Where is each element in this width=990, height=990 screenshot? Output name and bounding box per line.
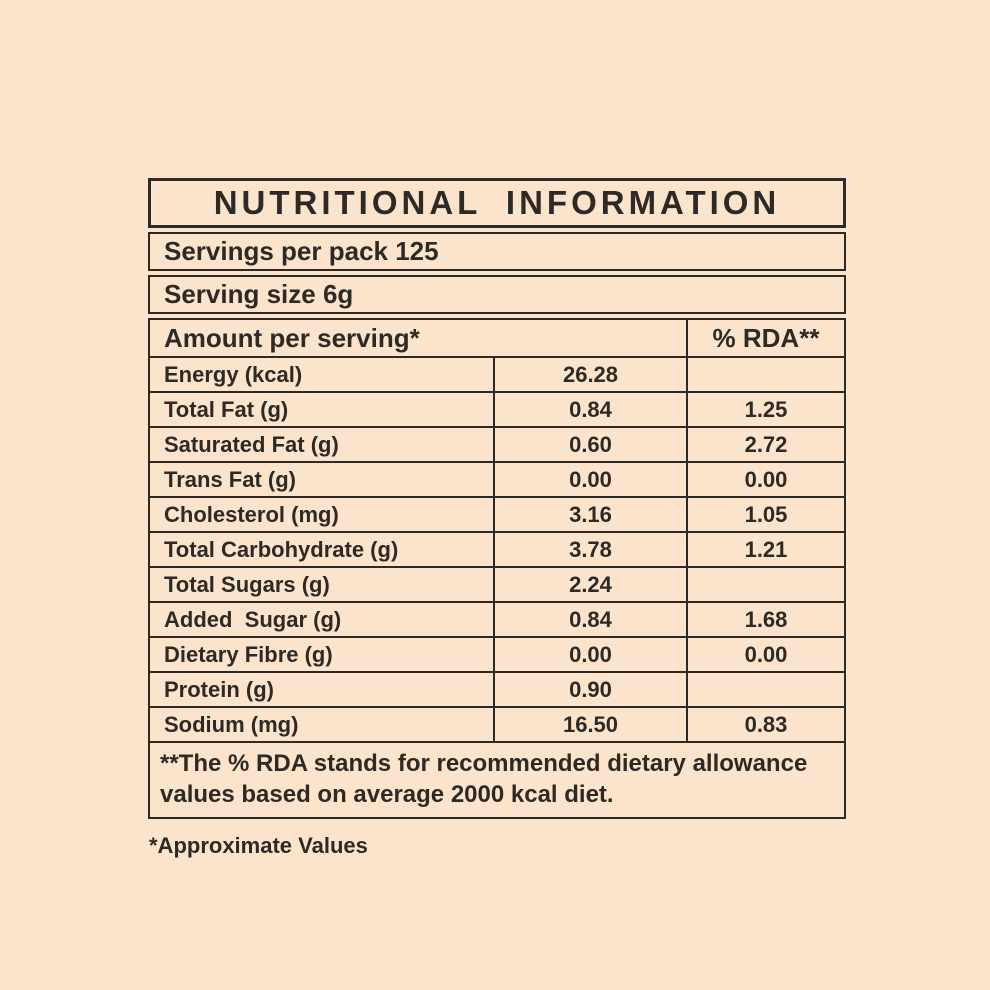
- nutrient-name: Trans Fat (g): [150, 463, 495, 496]
- nutrient-rda: 2.72: [744, 431, 788, 457]
- rda-header: % RDA**: [712, 322, 820, 353]
- nutrient-row: Cholesterol (mg) 3.16 1.05: [150, 496, 844, 531]
- nutrient-name: Saturated Fat (g): [150, 428, 495, 461]
- nutrient-row: Total Sugars (g) 2.24: [150, 566, 844, 601]
- nutrient-name: Cholesterol (mg): [150, 498, 495, 531]
- nutrient-row: Saturated Fat (g) 0.60 2.72: [150, 426, 844, 461]
- nutrient-rda: 1.68: [744, 606, 788, 632]
- nutrient-name: Total Sugars (g): [150, 568, 495, 601]
- serving-size-row: Serving size 6g: [148, 275, 846, 314]
- nutrient-rda: 0.00: [744, 466, 788, 492]
- nutrient-row: Sodium (mg) 16.50 0.83: [150, 706, 844, 741]
- nutrient-rda: 0.00: [744, 641, 788, 667]
- nutrient-row: Energy (kcal) 26.28: [150, 356, 844, 391]
- nutrition-title: NUTRITIONAL INFORMATION: [213, 184, 781, 221]
- nutrient-amount: 16.50: [495, 708, 688, 741]
- nutrient-rda: [688, 673, 844, 706]
- nutrient-row: Trans Fat (g) 0.00 0.00: [150, 461, 844, 496]
- nutrient-amount: 3.78: [495, 533, 688, 566]
- nutrient-amount: 0.00: [495, 463, 688, 496]
- nutrient-amount: 2.24: [495, 568, 688, 601]
- nutrient-rda: 0.83: [744, 711, 788, 737]
- nutrition-table: Amount per serving* % RDA** Energy (kcal…: [148, 318, 846, 819]
- table-body: Energy (kcal) 26.28 Total Fat (g) 0.84 1.25 S…: [150, 356, 844, 741]
- nutrient-rda: 1.21: [744, 536, 788, 562]
- nutrient-row: Protein (g) 0.90: [150, 671, 844, 706]
- nutrient-name: Sodium (mg): [150, 708, 495, 741]
- servings-per-pack-row: Servings per pack 125: [148, 232, 846, 271]
- nutrient-amount: 26.28: [495, 358, 688, 391]
- nutrient-amount: 0.84: [495, 393, 688, 426]
- nutrient-name: Energy (kcal): [150, 358, 495, 391]
- nutrient-amount: 0.60: [495, 428, 688, 461]
- nutrient-rda: 1.05: [744, 501, 788, 527]
- nutrient-row: Total Carbohydrate (g) 3.78 1.21: [150, 531, 844, 566]
- table-header-row: Amount per serving* % RDA**: [150, 320, 844, 356]
- nutrient-name: Dietary Fibre (g): [150, 638, 495, 671]
- amount-per-serving-header: Amount per serving*: [150, 320, 688, 356]
- rda-footnote: **The % RDA stands for recommended dieta…: [150, 741, 844, 817]
- nutrient-row: Dietary Fibre (g) 0.00 0.00: [150, 636, 844, 671]
- nutrient-amount: 0.90: [495, 673, 688, 706]
- nutrient-amount: 0.84: [495, 603, 688, 636]
- nutrient-name: Protein (g): [150, 673, 495, 706]
- approximate-values-note: *Approximate Values: [149, 833, 368, 858]
- nutrient-rda: 1.25: [744, 396, 788, 422]
- nutrient-amount: 3.16: [495, 498, 688, 531]
- nutrient-rda: [688, 358, 844, 391]
- nutrient-name: Added Sugar (g): [150, 603, 495, 636]
- nutrition-label: NUTRITIONAL INFORMATION Servings per pac…: [148, 178, 846, 859]
- nutrient-row: Total Fat (g) 0.84 1.25: [150, 391, 844, 426]
- nutrient-amount: 0.00: [495, 638, 688, 671]
- nutrient-rda: [688, 568, 844, 601]
- nutrient-row: Added Sugar (g) 0.84 1.68: [150, 601, 844, 636]
- nutrient-name: Total Fat (g): [150, 393, 495, 426]
- nutrition-title-box: NUTRITIONAL INFORMATION: [148, 178, 846, 228]
- nutrient-name: Total Carbohydrate (g): [150, 533, 495, 566]
